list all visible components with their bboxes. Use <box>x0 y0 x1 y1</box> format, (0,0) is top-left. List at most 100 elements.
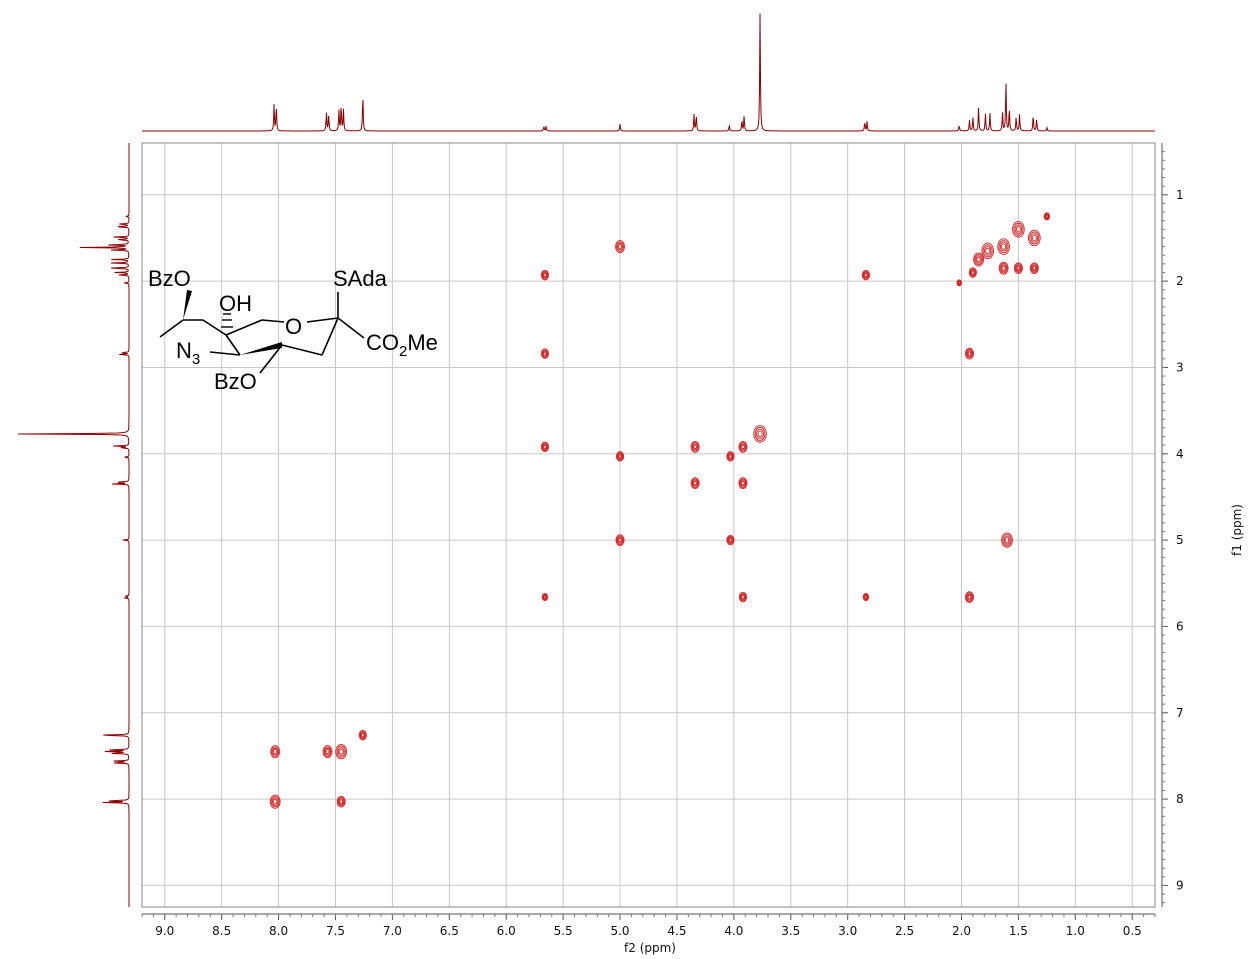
contour-ring <box>1045 214 1049 219</box>
contour-ring <box>691 478 699 488</box>
contour-ring <box>727 535 734 545</box>
contour-ring <box>325 749 330 755</box>
structure-label-bzo-top: BzO <box>148 266 191 291</box>
contour-ring <box>1016 265 1021 271</box>
cross-peak <box>540 441 549 453</box>
contour-ring <box>541 442 549 452</box>
n3-part-a: N <box>176 338 192 363</box>
contour-ring <box>956 279 962 287</box>
contour-ring <box>693 480 697 486</box>
contour-ring <box>543 351 547 356</box>
contour-ring <box>864 273 868 278</box>
contour-ring <box>543 595 547 599</box>
contour-ring <box>270 796 280 808</box>
y-tick-label: 9 <box>1176 878 1184 892</box>
contour-ring <box>727 536 733 544</box>
contour-ring <box>738 477 748 489</box>
structure-label-n3: N3 <box>176 338 200 368</box>
bond-n3 <box>209 351 241 356</box>
contour-ring <box>1001 265 1006 271</box>
contour-ring <box>1003 535 1011 545</box>
bond-ring-c3-c4 <box>281 344 323 356</box>
x-tick-label: 8.0 <box>269 924 288 938</box>
contour-ring <box>974 253 983 266</box>
y-tick-label: 6 <box>1176 619 1184 633</box>
contour-ring <box>323 746 332 757</box>
cross-peak <box>1012 221 1025 238</box>
contour-ring <box>272 747 279 756</box>
contour-ring <box>1030 233 1039 243</box>
contour-ring <box>726 534 735 546</box>
contour-ring <box>615 534 625 546</box>
co2me-part-a: CO <box>366 330 399 355</box>
contour-ring <box>1044 213 1050 220</box>
contour-ring <box>1032 265 1037 271</box>
cross-peak <box>1043 212 1051 221</box>
contour-ring <box>616 241 625 252</box>
contour-ring <box>616 535 624 545</box>
contour-ring <box>999 263 1008 274</box>
bond-methyl <box>159 319 184 338</box>
cross-peak <box>968 267 977 278</box>
contour-ring <box>983 246 992 256</box>
x-axis-title: f2 (ppm) <box>624 941 676 955</box>
contour-ring <box>982 244 993 258</box>
contour-ring <box>976 256 981 263</box>
contour-ring <box>727 452 734 461</box>
contour-ring <box>966 350 973 358</box>
contour-ring <box>739 442 747 452</box>
contour-ring <box>1013 222 1024 236</box>
left-projection-spectrum <box>17 143 130 907</box>
cross-peak <box>738 441 748 453</box>
contour-ring <box>691 442 699 452</box>
contour-ring <box>1031 264 1038 272</box>
contour-ring <box>861 269 870 281</box>
contour-ring <box>337 747 345 757</box>
contour-ring <box>542 350 548 357</box>
contour-ring <box>985 247 991 255</box>
cross-peak <box>998 261 1009 275</box>
contour-ring <box>1000 264 1007 272</box>
x-tick-label: 5.0 <box>610 924 629 938</box>
contour-ring <box>324 747 331 756</box>
contour-ring <box>1013 262 1023 275</box>
co2me-part-b: Me <box>407 330 438 355</box>
contour-ring <box>617 242 624 251</box>
contour-ring <box>615 451 625 462</box>
cross-peak <box>690 441 700 453</box>
contour-ring <box>739 478 747 488</box>
contour-ring <box>756 428 765 440</box>
y-tick-label: 1 <box>1176 188 1184 202</box>
contour-ring <box>1029 231 1040 245</box>
cross-peak <box>964 347 974 360</box>
contour-ring <box>336 745 346 758</box>
x-tick-label: 4.0 <box>724 924 743 938</box>
contour-ring <box>741 480 745 486</box>
contour-ring <box>973 252 984 267</box>
x-tick-label: 9.0 <box>155 924 174 938</box>
contour-ring <box>336 795 346 808</box>
contour-ring <box>1001 532 1013 548</box>
structure-label-co2me: CO2Me <box>366 330 438 360</box>
contour-ring <box>270 745 281 759</box>
contour-ring <box>964 591 974 603</box>
chemical-structure: BzO OH O SAda CO2Me N3 BzO <box>148 266 438 394</box>
cross-peak <box>1001 532 1013 548</box>
contour-ring <box>692 443 698 451</box>
contour-ring <box>690 441 700 453</box>
x-tick-label: 3.5 <box>781 924 800 938</box>
contour-ring <box>738 441 748 453</box>
contour-ring <box>1014 224 1023 235</box>
y-tick-label: 5 <box>1176 533 1184 547</box>
contour-ring <box>966 593 973 601</box>
cross-peak <box>540 269 549 281</box>
contour-ring <box>360 732 366 739</box>
contour-ring <box>271 746 280 757</box>
bond-c4-obz <box>259 344 283 374</box>
bond-wedge-c7 <box>183 290 192 320</box>
bond-c2-ester <box>337 317 365 339</box>
bond-ring-c5-c6 <box>225 334 241 356</box>
contour-ring <box>359 731 367 740</box>
contour-ring <box>967 594 972 600</box>
